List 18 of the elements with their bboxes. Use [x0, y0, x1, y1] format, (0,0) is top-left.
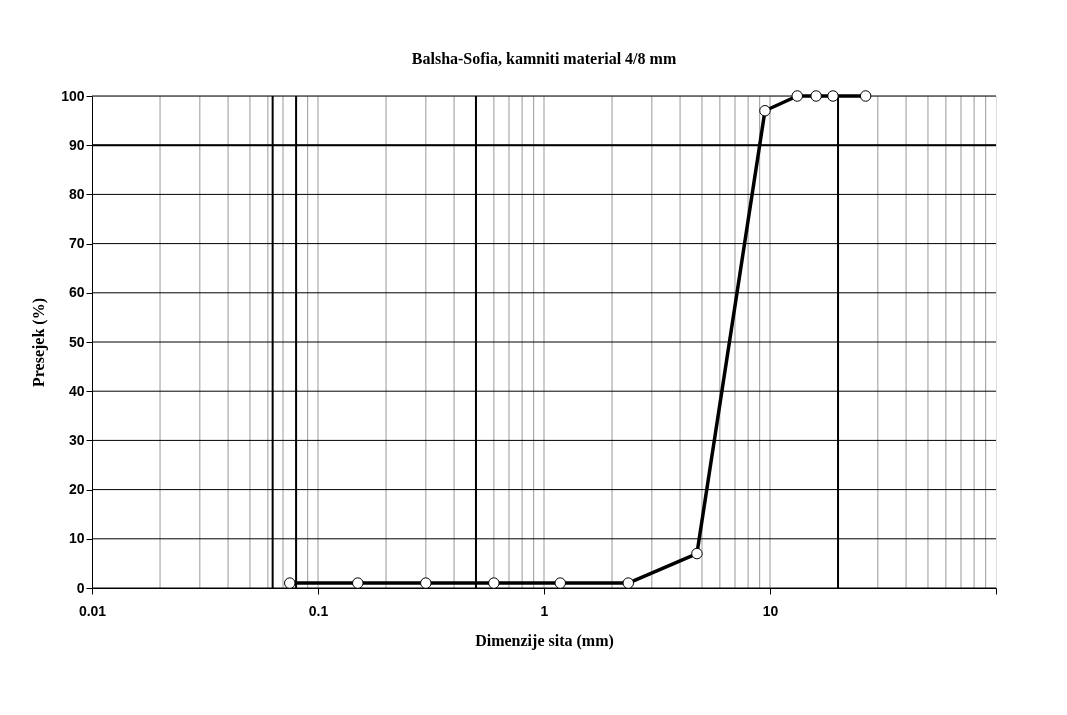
y-tick-label: 10 [68, 530, 85, 547]
y-tick-label: 60 [68, 284, 85, 301]
y-tick-label: 80 [68, 185, 85, 202]
x-tick-label: 10 [762, 602, 779, 619]
x-tick-label: 1 [540, 602, 549, 619]
y-tick-label: 40 [68, 382, 85, 399]
y-tick-label: 50 [68, 333, 85, 350]
y-tick-label: 20 [68, 481, 85, 498]
y-tick-label: 70 [68, 235, 85, 252]
y-tick-label: 0 [76, 579, 85, 596]
y-tick-label: 90 [68, 136, 85, 153]
chart-title: Balsha-Sofia, kamniti material 4/8 mm [411, 49, 677, 67]
x-axis-title: Dimenzije sita (mm) [475, 631, 614, 650]
y-tick-label: 100 [61, 87, 85, 104]
x-tick-label: 0.01 [78, 602, 107, 619]
y-tick-label: 30 [68, 431, 85, 448]
x-tick-label: 0.1 [308, 602, 329, 619]
y-axis-title: Presejek (%) [30, 298, 49, 387]
